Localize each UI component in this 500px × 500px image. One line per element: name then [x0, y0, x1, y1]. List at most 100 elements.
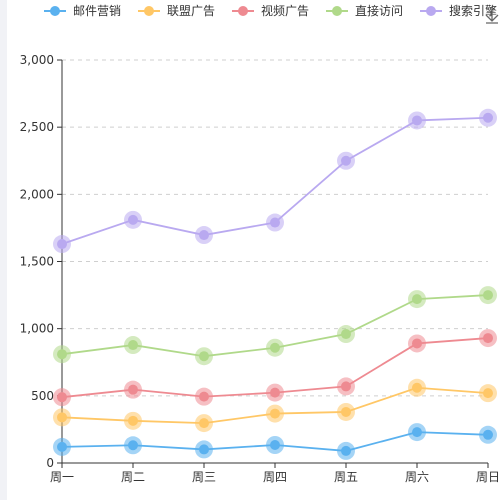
data-point[interactable] [408, 111, 426, 130]
data-point[interactable] [266, 404, 284, 423]
data-point-marker[interactable] [128, 340, 138, 351]
data-point-marker[interactable] [483, 333, 493, 344]
legend-item[interactable]: 搜索引擎 [420, 3, 497, 18]
data-point[interactable] [266, 213, 284, 232]
data-point-marker[interactable] [341, 155, 351, 166]
data-point-marker[interactable] [128, 384, 138, 395]
data-point-marker[interactable] [412, 115, 422, 126]
series-3 [53, 329, 497, 407]
data-point[interactable] [195, 347, 213, 366]
data-point-marker[interactable] [57, 349, 67, 360]
data-point[interactable] [479, 108, 497, 127]
data-point-marker[interactable] [57, 412, 67, 423]
legend-item[interactable]: 联盟广告 [138, 4, 215, 18]
x-tick-label: 周日 [476, 470, 500, 484]
data-point-marker[interactable] [412, 338, 422, 349]
legend-label[interactable]: 视频广告 [261, 3, 309, 18]
data-point-marker[interactable] [483, 388, 493, 399]
data-point-marker[interactable] [341, 381, 351, 392]
data-point-marker[interactable] [412, 294, 422, 305]
data-point-marker[interactable] [199, 351, 209, 362]
data-point[interactable] [337, 325, 355, 344]
data-point-marker[interactable] [341, 445, 351, 456]
data-point[interactable] [124, 210, 142, 229]
data-point[interactable] [266, 338, 284, 357]
series-5 [53, 108, 497, 254]
data-point[interactable] [479, 384, 497, 403]
data-point[interactable] [195, 387, 213, 406]
data-point[interactable] [337, 441, 355, 460]
data-point[interactable] [53, 437, 71, 456]
data-point[interactable] [266, 435, 284, 454]
data-point[interactable] [408, 334, 426, 353]
data-point[interactable] [337, 402, 355, 421]
x-tick-label: 周二 [121, 470, 145, 484]
data-point[interactable] [53, 388, 71, 407]
data-point[interactable] [53, 235, 71, 254]
legend-marker-icon [332, 6, 342, 16]
legend-item[interactable]: 邮件营销 [44, 4, 121, 18]
y-tick-label: 1,000 [20, 322, 54, 336]
data-point-marker[interactable] [128, 415, 138, 426]
data-point[interactable] [408, 423, 426, 442]
data-point[interactable] [337, 377, 355, 396]
left-edge-strip [0, 0, 7, 500]
x-tick-label: 周五 [334, 470, 358, 484]
data-point[interactable] [124, 436, 142, 455]
legend[interactable]: 邮件营销 联盟广告 视频广告 直接访问 搜索引擎 [44, 3, 497, 18]
data-point-marker[interactable] [483, 429, 493, 440]
legend-marker-icon [144, 6, 154, 16]
data-point-marker[interactable] [341, 329, 351, 340]
data-point-marker[interactable] [270, 439, 280, 450]
legend-label[interactable]: 邮件营销 [73, 4, 121, 18]
legend-label[interactable]: 直接访问 [355, 3, 403, 18]
data-point[interactable] [337, 151, 355, 170]
data-point[interactable] [479, 286, 497, 305]
data-point-marker[interactable] [412, 427, 422, 438]
data-point[interactable] [195, 440, 213, 459]
data-point-marker[interactable] [199, 391, 209, 402]
data-point-marker[interactable] [199, 230, 209, 241]
data-point-marker[interactable] [199, 418, 209, 429]
data-point[interactable] [195, 226, 213, 245]
data-point-marker[interactable] [270, 408, 280, 419]
data-point[interactable] [479, 329, 497, 348]
y-tick-label: 500 [31, 389, 54, 403]
series-1 [53, 423, 497, 460]
data-point[interactable] [124, 411, 142, 430]
y-tick-label: 1,500 [20, 255, 54, 269]
data-point[interactable] [124, 336, 142, 355]
data-point-marker[interactable] [270, 342, 280, 353]
y-tick-label: 2,500 [20, 120, 54, 134]
data-point[interactable] [195, 414, 213, 433]
data-point-marker[interactable] [128, 440, 138, 451]
data-point[interactable] [124, 380, 142, 399]
data-point[interactable] [479, 425, 497, 444]
data-point-marker[interactable] [199, 444, 209, 455]
data-point[interactable] [53, 408, 71, 427]
data-point[interactable] [408, 378, 426, 397]
legend-label[interactable]: 搜索引擎 [449, 3, 497, 18]
data-point-marker[interactable] [57, 392, 67, 403]
data-point-marker[interactable] [341, 406, 351, 417]
data-point-marker[interactable] [270, 387, 280, 398]
legend-item[interactable]: 直接访问 [326, 3, 403, 18]
data-point[interactable] [53, 345, 71, 364]
download-icon[interactable] [485, 8, 499, 24]
data-point-marker[interactable] [483, 112, 493, 123]
data-point-marker[interactable] [412, 382, 422, 393]
data-point-marker[interactable] [483, 290, 493, 301]
download-button[interactable] [485, 8, 499, 24]
legend-label[interactable]: 联盟广告 [167, 4, 215, 18]
axes: 0 500 1,000 1,500 2,000 2,500 3,000 周一 周二 周三 周四 周五 周… [20, 53, 500, 484]
y-tick-label: 3,000 [20, 53, 54, 67]
legend-item[interactable]: 视频广告 [232, 3, 309, 18]
data-point[interactable] [266, 383, 284, 402]
y-tick-label: 2,000 [20, 187, 54, 201]
data-point-marker[interactable] [128, 214, 138, 225]
data-point-marker[interactable] [270, 217, 280, 228]
data-point-marker[interactable] [57, 441, 67, 452]
data-point[interactable] [408, 290, 426, 309]
data-point-marker[interactable] [57, 239, 67, 250]
